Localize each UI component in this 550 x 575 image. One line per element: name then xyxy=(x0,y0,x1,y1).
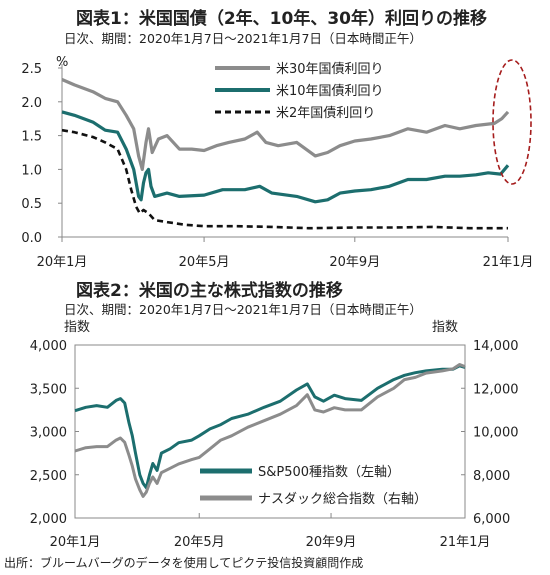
legend-label-3: 米2年国債利回り xyxy=(276,106,375,121)
index-line-2 xyxy=(74,363,466,498)
left-y-tick-label: 3,500 xyxy=(30,382,67,397)
legend-label-1: 米30年国債利回り xyxy=(276,62,384,77)
series-line-2 xyxy=(61,110,510,204)
index-line-1 xyxy=(74,364,466,490)
figure1-period: 日次、期間：2020年1月7日～2021年1月7日（日本時間正午） xyxy=(64,31,422,46)
y-unit-label: % xyxy=(56,55,68,70)
right-y-tick-label: 8,000 xyxy=(473,469,510,484)
right-y-tick-label: 14,000 xyxy=(473,339,519,354)
figure1-title: 図表1：米国国債（2年、10年、30年）利回りの推移 xyxy=(76,9,487,29)
series-line-3 xyxy=(61,128,508,230)
left-y-tick-label: 2,500 xyxy=(30,469,67,484)
y-tick-label: 0.5 xyxy=(21,197,42,212)
x-tick-label: 20年1月 xyxy=(50,535,101,550)
x-tick-label: 21年1月 xyxy=(440,535,491,550)
x-tick-label: 20年9月 xyxy=(306,535,357,550)
legend-label-2: 米10年国債利回り xyxy=(276,84,384,99)
y-tick-label: 2.5 xyxy=(21,62,42,77)
right-axis-label: 指数 xyxy=(432,320,459,335)
left-y-tick-label: 2,000 xyxy=(30,512,67,527)
x-tick-label: 21年1月 xyxy=(483,255,534,270)
figure2-title: 図表2：米国の主な株式指数の推移 xyxy=(76,281,343,301)
x-tick-label: 20年9月 xyxy=(329,255,380,270)
y-tick-label: 0.0 xyxy=(21,231,42,246)
source-note: 出所：ブルームバーグのデータを使用してピクテ投信投資顧問作成 xyxy=(4,556,364,570)
right-y-tick-label: 12,000 xyxy=(473,382,519,397)
y-tick-label: 2.0 xyxy=(21,96,42,111)
left-y-tick-label: 4,000 xyxy=(30,339,67,354)
legend-label-1: S&P500種指数（左軸） xyxy=(258,464,400,480)
x-tick-label: 20年5月 xyxy=(174,535,225,550)
highlight-ellipse xyxy=(492,59,532,185)
right-y-tick-label: 6,000 xyxy=(473,512,510,527)
right-y-tick-label: 10,000 xyxy=(473,426,519,441)
x-tick-label: 20年5月 xyxy=(179,255,230,270)
left-y-tick-label: 3,000 xyxy=(30,426,67,441)
y-tick-label: 1.5 xyxy=(21,130,42,145)
x-tick-label: 20年1月 xyxy=(37,255,88,270)
y-tick-label: 1.0 xyxy=(21,163,42,178)
left-axis-label: 指数 xyxy=(64,320,91,335)
legend-label-2: ナスダック総合指数（右軸） xyxy=(258,492,427,507)
series-line-1 xyxy=(61,78,510,171)
figure2-period: 日次、期間：2020年1月7日～2021年1月7日（日本時間正午） xyxy=(64,302,422,317)
